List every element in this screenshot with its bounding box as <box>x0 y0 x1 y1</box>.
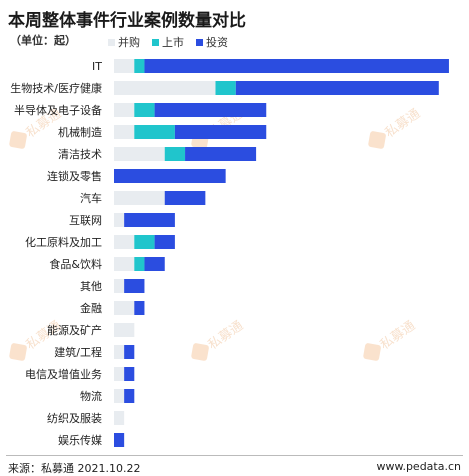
site-label: www.pedata.cn <box>376 460 461 473</box>
bar-ma <box>114 367 125 381</box>
bar-invest <box>185 147 257 161</box>
bar-chart: IT 生物技术/医疗健康半导体及电子设备机械制造清洁技术连锁及零售汽车互联网化工原… <box>10 59 449 447</box>
bar-ma <box>114 213 125 227</box>
bar-ipo <box>134 125 175 139</box>
bar-invest <box>124 213 175 227</box>
category-label: 食品&饮料 <box>49 257 102 271</box>
legend-label-invest: 投资 <box>206 36 228 49</box>
category-label: 金融 <box>80 301 102 315</box>
category-label: 连锁及零售 <box>47 169 102 183</box>
category-label: 建筑/工程 <box>54 345 102 359</box>
legend-label-ipo: 上市 <box>162 36 184 49</box>
bar-ma <box>114 59 135 73</box>
category-label: 互联网 <box>69 214 102 227</box>
bar-invest <box>124 279 145 293</box>
category-label: IT <box>92 60 102 73</box>
legend-item-ipo: 上市 <box>152 34 184 50</box>
bar-invest <box>154 103 267 117</box>
legend-item-invest: 投资 <box>196 34 228 50</box>
category-label: 能源及矿产 <box>47 323 102 337</box>
footer-divider <box>6 455 463 456</box>
legend-swatch-ipo <box>152 38 159 46</box>
bar-invest <box>154 235 175 249</box>
bar-ipo <box>134 257 145 271</box>
bar-invest <box>124 389 135 403</box>
chart-title: 本周整体事件行业案例数量对比 <box>8 11 246 31</box>
bar-invest <box>174 125 267 139</box>
bar-ipo <box>134 103 155 117</box>
bar-ma <box>114 257 135 271</box>
bar-invest <box>134 301 145 315</box>
category-label: 清洁技术 <box>58 148 102 161</box>
bar-invest <box>124 367 135 381</box>
category-label: 化工原料及加工 <box>25 235 102 249</box>
category-label: 生物技术/医疗健康 <box>10 81 102 95</box>
legend: 并购 上市 投资 <box>108 34 228 50</box>
bar-ma <box>114 411 125 425</box>
bar-invest <box>144 59 449 73</box>
bar-invest <box>235 81 439 95</box>
bar-invest <box>114 169 226 183</box>
bar-invest <box>114 433 125 447</box>
bar-ma <box>114 389 125 403</box>
bar-ma <box>114 345 125 359</box>
category-label: 半导体及电子设备 <box>14 103 102 117</box>
bar-ma <box>114 147 165 161</box>
bar-ma <box>114 323 135 337</box>
category-label: 电信及增值业务 <box>25 367 102 381</box>
legend-swatch-invest <box>196 38 203 46</box>
legend-item-ma: 并购 <box>108 34 140 50</box>
legend-swatch-ma <box>108 38 115 46</box>
category-label: 其他 <box>80 280 102 293</box>
bar-invest <box>164 191 206 205</box>
legend-label-ma: 并购 <box>118 36 140 49</box>
bar-ma <box>114 279 125 293</box>
bar-ipo <box>134 235 155 249</box>
bar-ipo <box>134 59 145 73</box>
bar-ma <box>114 125 135 139</box>
category-label: 汽车 <box>80 191 102 205</box>
category-label: 物流 <box>80 389 102 403</box>
bar-ma <box>114 301 135 315</box>
source-label: 来源：私募通 2021.10.22 <box>8 462 141 475</box>
bar-ipo <box>164 147 186 161</box>
bar-ma <box>114 235 135 249</box>
bar-invest <box>144 257 165 271</box>
bar-ma <box>114 103 135 117</box>
category-label: 纺织及服装 <box>47 411 102 425</box>
bar-invest <box>124 345 135 359</box>
unit-label: （单位：起） <box>10 34 76 47</box>
category-label: 机械制造 <box>58 125 102 139</box>
bar-ipo <box>215 81 236 95</box>
bar-ma <box>114 191 165 205</box>
bar-ma <box>114 81 216 95</box>
category-label: 娱乐传媒 <box>58 433 102 447</box>
